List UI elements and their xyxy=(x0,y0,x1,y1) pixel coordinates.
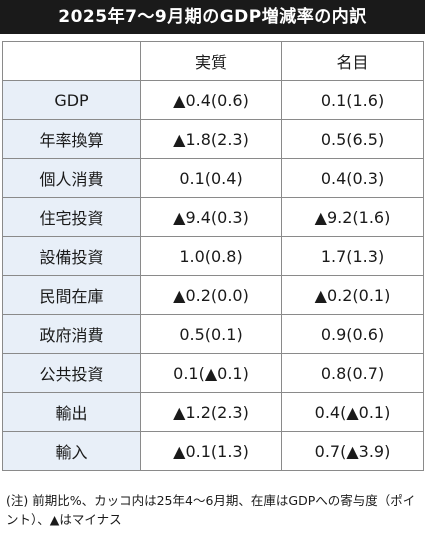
table-row: 民間在庫 ▲0.2(0.0) ▲0.2(0.1) xyxy=(2,275,424,315)
table-row: 設備投資 1.0(0.8) 1.7(1.3) xyxy=(2,236,424,276)
row-label: GDP xyxy=(2,80,141,120)
nominal-value: 0.4(▲0.1) xyxy=(281,392,424,432)
real-value: ▲9.4(0.3) xyxy=(140,197,282,237)
real-value: 0.1(0.4) xyxy=(140,158,282,198)
nominal-value: 1.7(1.3) xyxy=(281,236,424,276)
nominal-value: 0.9(0.6) xyxy=(281,314,424,354)
row-label: 輸入 xyxy=(2,431,141,471)
real-value: ▲1.8(2.3) xyxy=(140,119,282,159)
row-label: 年率換算 xyxy=(2,119,141,159)
nominal-value: 0.8(0.7) xyxy=(281,353,424,393)
table-row: 個人消費 0.1(0.4) 0.4(0.3) xyxy=(2,158,424,198)
row-label: 設備投資 xyxy=(2,236,141,276)
nominal-value: ▲9.2(1.6) xyxy=(281,197,424,237)
table-title: 2025年7～9月期のGDP増減率の内訳 xyxy=(0,0,425,34)
table-row: 輸出 ▲1.2(2.3) 0.4(▲0.1) xyxy=(2,392,424,432)
row-label: 住宅投資 xyxy=(2,197,141,237)
nominal-value: 0.5(6.5) xyxy=(281,119,424,159)
header-row: 実質 名目 xyxy=(2,41,424,81)
header-nominal: 名目 xyxy=(281,41,424,81)
real-value: ▲0.2(0.0) xyxy=(140,275,282,315)
row-label: 公共投資 xyxy=(2,353,141,393)
row-label: 政府消費 xyxy=(2,314,141,354)
gdp-breakdown-table: 実質 名目 GDP ▲0.4(0.6) 0.1(1.6) 年率換算 ▲1.8(2… xyxy=(2,41,424,471)
header-real: 実質 xyxy=(140,41,282,81)
real-value: ▲1.2(2.3) xyxy=(140,392,282,432)
nominal-value: 0.7(▲3.9) xyxy=(281,431,424,471)
row-label: 民間在庫 xyxy=(2,275,141,315)
table-row: 公共投資 0.1(▲0.1) 0.8(0.7) xyxy=(2,353,424,393)
nominal-value: ▲0.2(0.1) xyxy=(281,275,424,315)
table-row: 年率換算 ▲1.8(2.3) 0.5(6.5) xyxy=(2,119,424,159)
header-corner xyxy=(2,41,141,81)
footnote: (注) 前期比%、カッコ内は25年4～6月期、在庫はGDPへの寄与度（ポイント）… xyxy=(6,493,416,527)
row-label: 個人消費 xyxy=(2,158,141,198)
row-label: 輸出 xyxy=(2,392,141,432)
real-value: 1.0(0.8) xyxy=(140,236,282,276)
table-row: 政府消費 0.5(0.1) 0.9(0.6) xyxy=(2,314,424,354)
table-row: 輸入 ▲0.1(1.3) 0.7(▲3.9) xyxy=(2,431,424,471)
real-value: 0.1(▲0.1) xyxy=(140,353,282,393)
table-row: 住宅投資 ▲9.4(0.3) ▲9.2(1.6) xyxy=(2,197,424,237)
table-row: GDP ▲0.4(0.6) 0.1(1.6) xyxy=(2,80,424,120)
real-value: ▲0.4(0.6) xyxy=(140,80,282,120)
nominal-value: 0.4(0.3) xyxy=(281,158,424,198)
real-value: ▲0.1(1.3) xyxy=(140,431,282,471)
nominal-value: 0.1(1.6) xyxy=(281,80,424,120)
real-value: 0.5(0.1) xyxy=(140,314,282,354)
